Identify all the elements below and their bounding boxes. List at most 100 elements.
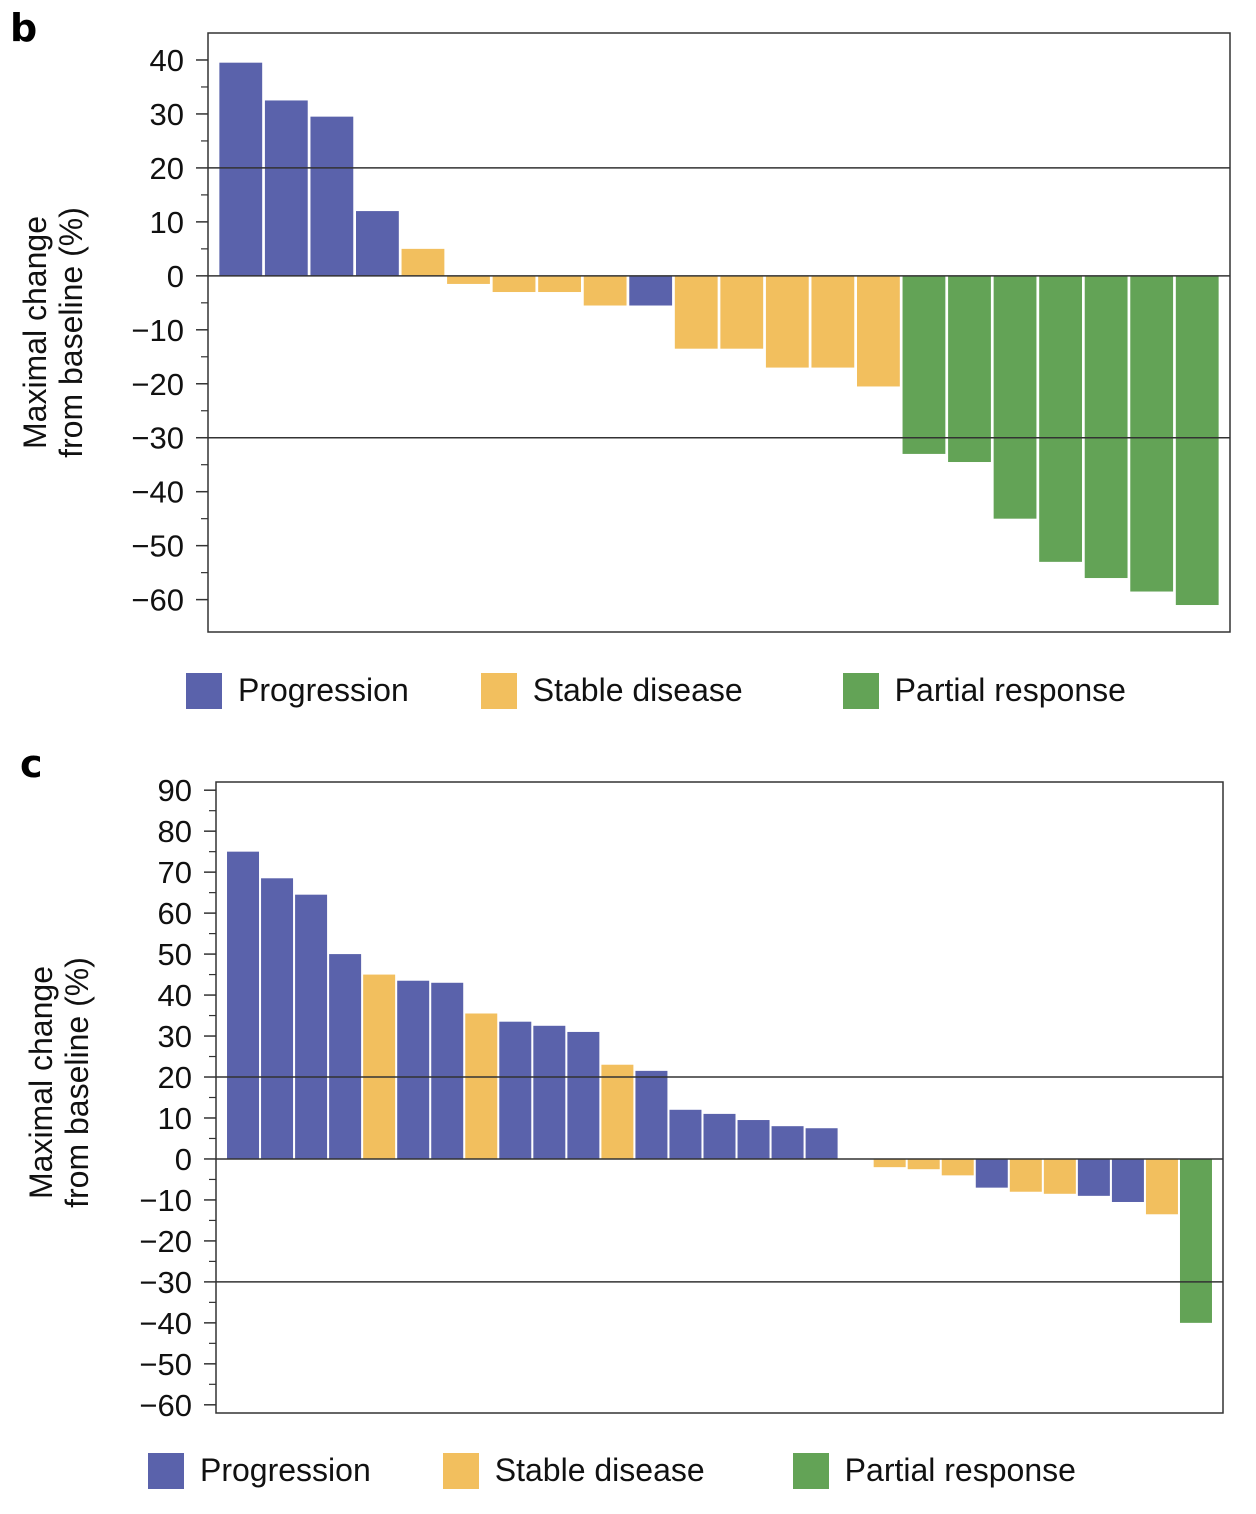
legend-label-progression: Progression — [238, 672, 409, 708]
y-axis-title: Maximal change from baseline (%) — [17, 207, 89, 458]
y-tick-label: −40 — [139, 1306, 192, 1341]
legend-swatch-progression — [186, 672, 222, 709]
bar — [329, 954, 362, 1159]
bar — [465, 1013, 498, 1159]
bar — [538, 275, 581, 293]
y-tick-label: −60 — [139, 1388, 192, 1423]
y-tick-label: 50 — [158, 937, 192, 972]
bar — [1130, 275, 1174, 592]
legend-item-progression: Progression — [148, 1452, 371, 1489]
bar — [261, 878, 294, 1159]
y-tick-label: −40 — [131, 475, 184, 510]
y-tick-label: 30 — [150, 97, 184, 132]
legend-item-partial: Partial response — [842, 672, 1126, 709]
y-axis-title-line2: from baseline (%) — [59, 957, 95, 1208]
y-tick-label: −10 — [139, 1183, 192, 1218]
y-tick-label: −10 — [131, 313, 184, 348]
legend-c: Progression Stable disease Partial respo… — [148, 1452, 1076, 1489]
y-tick-label: 90 — [158, 773, 192, 808]
bar — [857, 275, 900, 387]
bar — [975, 1158, 1008, 1188]
bar — [720, 275, 764, 349]
panel-b: b 40 30 20 10 0 −10 −20 −30 −40 −50 −60 Maximal cha… — [0, 0, 1256, 720]
bar — [737, 1120, 770, 1159]
y-tick-label: −50 — [139, 1347, 192, 1382]
y-tick-label: −30 — [139, 1265, 192, 1300]
bar — [219, 62, 263, 276]
legend-swatch-stable — [480, 672, 517, 709]
plot-frame — [207, 32, 1231, 633]
bar — [363, 974, 396, 1159]
bar — [431, 982, 464, 1159]
bar — [948, 275, 991, 463]
bar — [1175, 275, 1219, 606]
y-axis-title-line1: Maximal change — [17, 216, 53, 449]
bar — [492, 275, 536, 293]
y-tick-label: 70 — [158, 855, 192, 890]
legend-swatch-partial — [792, 1452, 829, 1489]
legend-label-stable: Stable disease — [532, 672, 743, 708]
y-tick-label: −50 — [131, 529, 184, 564]
legend-item-progression: Progression — [186, 672, 409, 709]
panel-label-c: c — [20, 742, 43, 786]
panel-label-b: b — [10, 6, 38, 50]
y-tick-label: 60 — [158, 896, 192, 931]
legend-swatch-stable — [442, 1452, 479, 1489]
y-axis-title: Maximal change from baseline (%) — [23, 957, 95, 1208]
bar — [902, 275, 946, 454]
bar — [941, 1158, 974, 1176]
y-tick-label: 10 — [158, 1101, 192, 1136]
bar — [401, 248, 445, 276]
bar — [533, 1025, 566, 1159]
bar — [499, 1021, 532, 1159]
y-tick-label: −60 — [131, 583, 184, 618]
y-tick-label: 80 — [158, 814, 192, 849]
y-tick-label: 20 — [150, 151, 184, 186]
y-tick-label: −20 — [139, 1224, 192, 1259]
bar — [227, 851, 260, 1159]
legend-label-partial: Partial response — [844, 1452, 1076, 1488]
y-axis-title-line1: Maximal change — [23, 966, 59, 1199]
bar — [635, 1070, 668, 1159]
bar — [771, 1126, 804, 1159]
bar — [1077, 1158, 1110, 1196]
bar — [629, 275, 673, 306]
bar — [993, 275, 1037, 519]
bar — [1009, 1158, 1042, 1192]
y-axis-title-line2: from baseline (%) — [53, 207, 89, 458]
bar — [356, 211, 399, 276]
bar — [310, 116, 354, 276]
bar — [295, 894, 328, 1159]
legend-swatch-partial — [842, 672, 879, 709]
bar — [397, 980, 430, 1159]
bar — [674, 275, 718, 349]
legend-label-partial: Partial response — [894, 672, 1126, 708]
y-tick-label: 0 — [175, 1142, 192, 1177]
bar — [567, 1031, 600, 1159]
bar — [669, 1109, 702, 1159]
y-tick-label: −20 — [131, 367, 184, 402]
bar — [765, 275, 809, 368]
bar — [1179, 1158, 1212, 1323]
bar — [583, 275, 627, 306]
y-tick-label: 40 — [150, 43, 184, 78]
y-tick-label: 10 — [150, 205, 184, 240]
legend-b: Progression Stable disease Partial respo… — [186, 672, 1126, 709]
y-tick-label: 40 — [158, 978, 192, 1013]
legend-item-stable: Stable disease — [442, 1452, 705, 1489]
bar — [447, 275, 490, 284]
legend-item-stable: Stable disease — [480, 672, 743, 709]
legend-swatch-progression — [148, 1452, 184, 1489]
bar — [1043, 1158, 1076, 1194]
bar — [811, 275, 855, 368]
y-tick-label: −30 — [131, 421, 184, 456]
legend-label-stable: Stable disease — [494, 1452, 705, 1488]
chart-b: 40 30 20 10 0 −10 −20 −30 −40 −50 −60 Maximal chang… — [17, 32, 1231, 633]
bar — [873, 1158, 906, 1168]
legend-label-progression: Progression — [200, 1452, 371, 1488]
y-tick-label: 30 — [158, 1019, 192, 1054]
bar — [703, 1113, 736, 1159]
bar — [1039, 275, 1082, 562]
